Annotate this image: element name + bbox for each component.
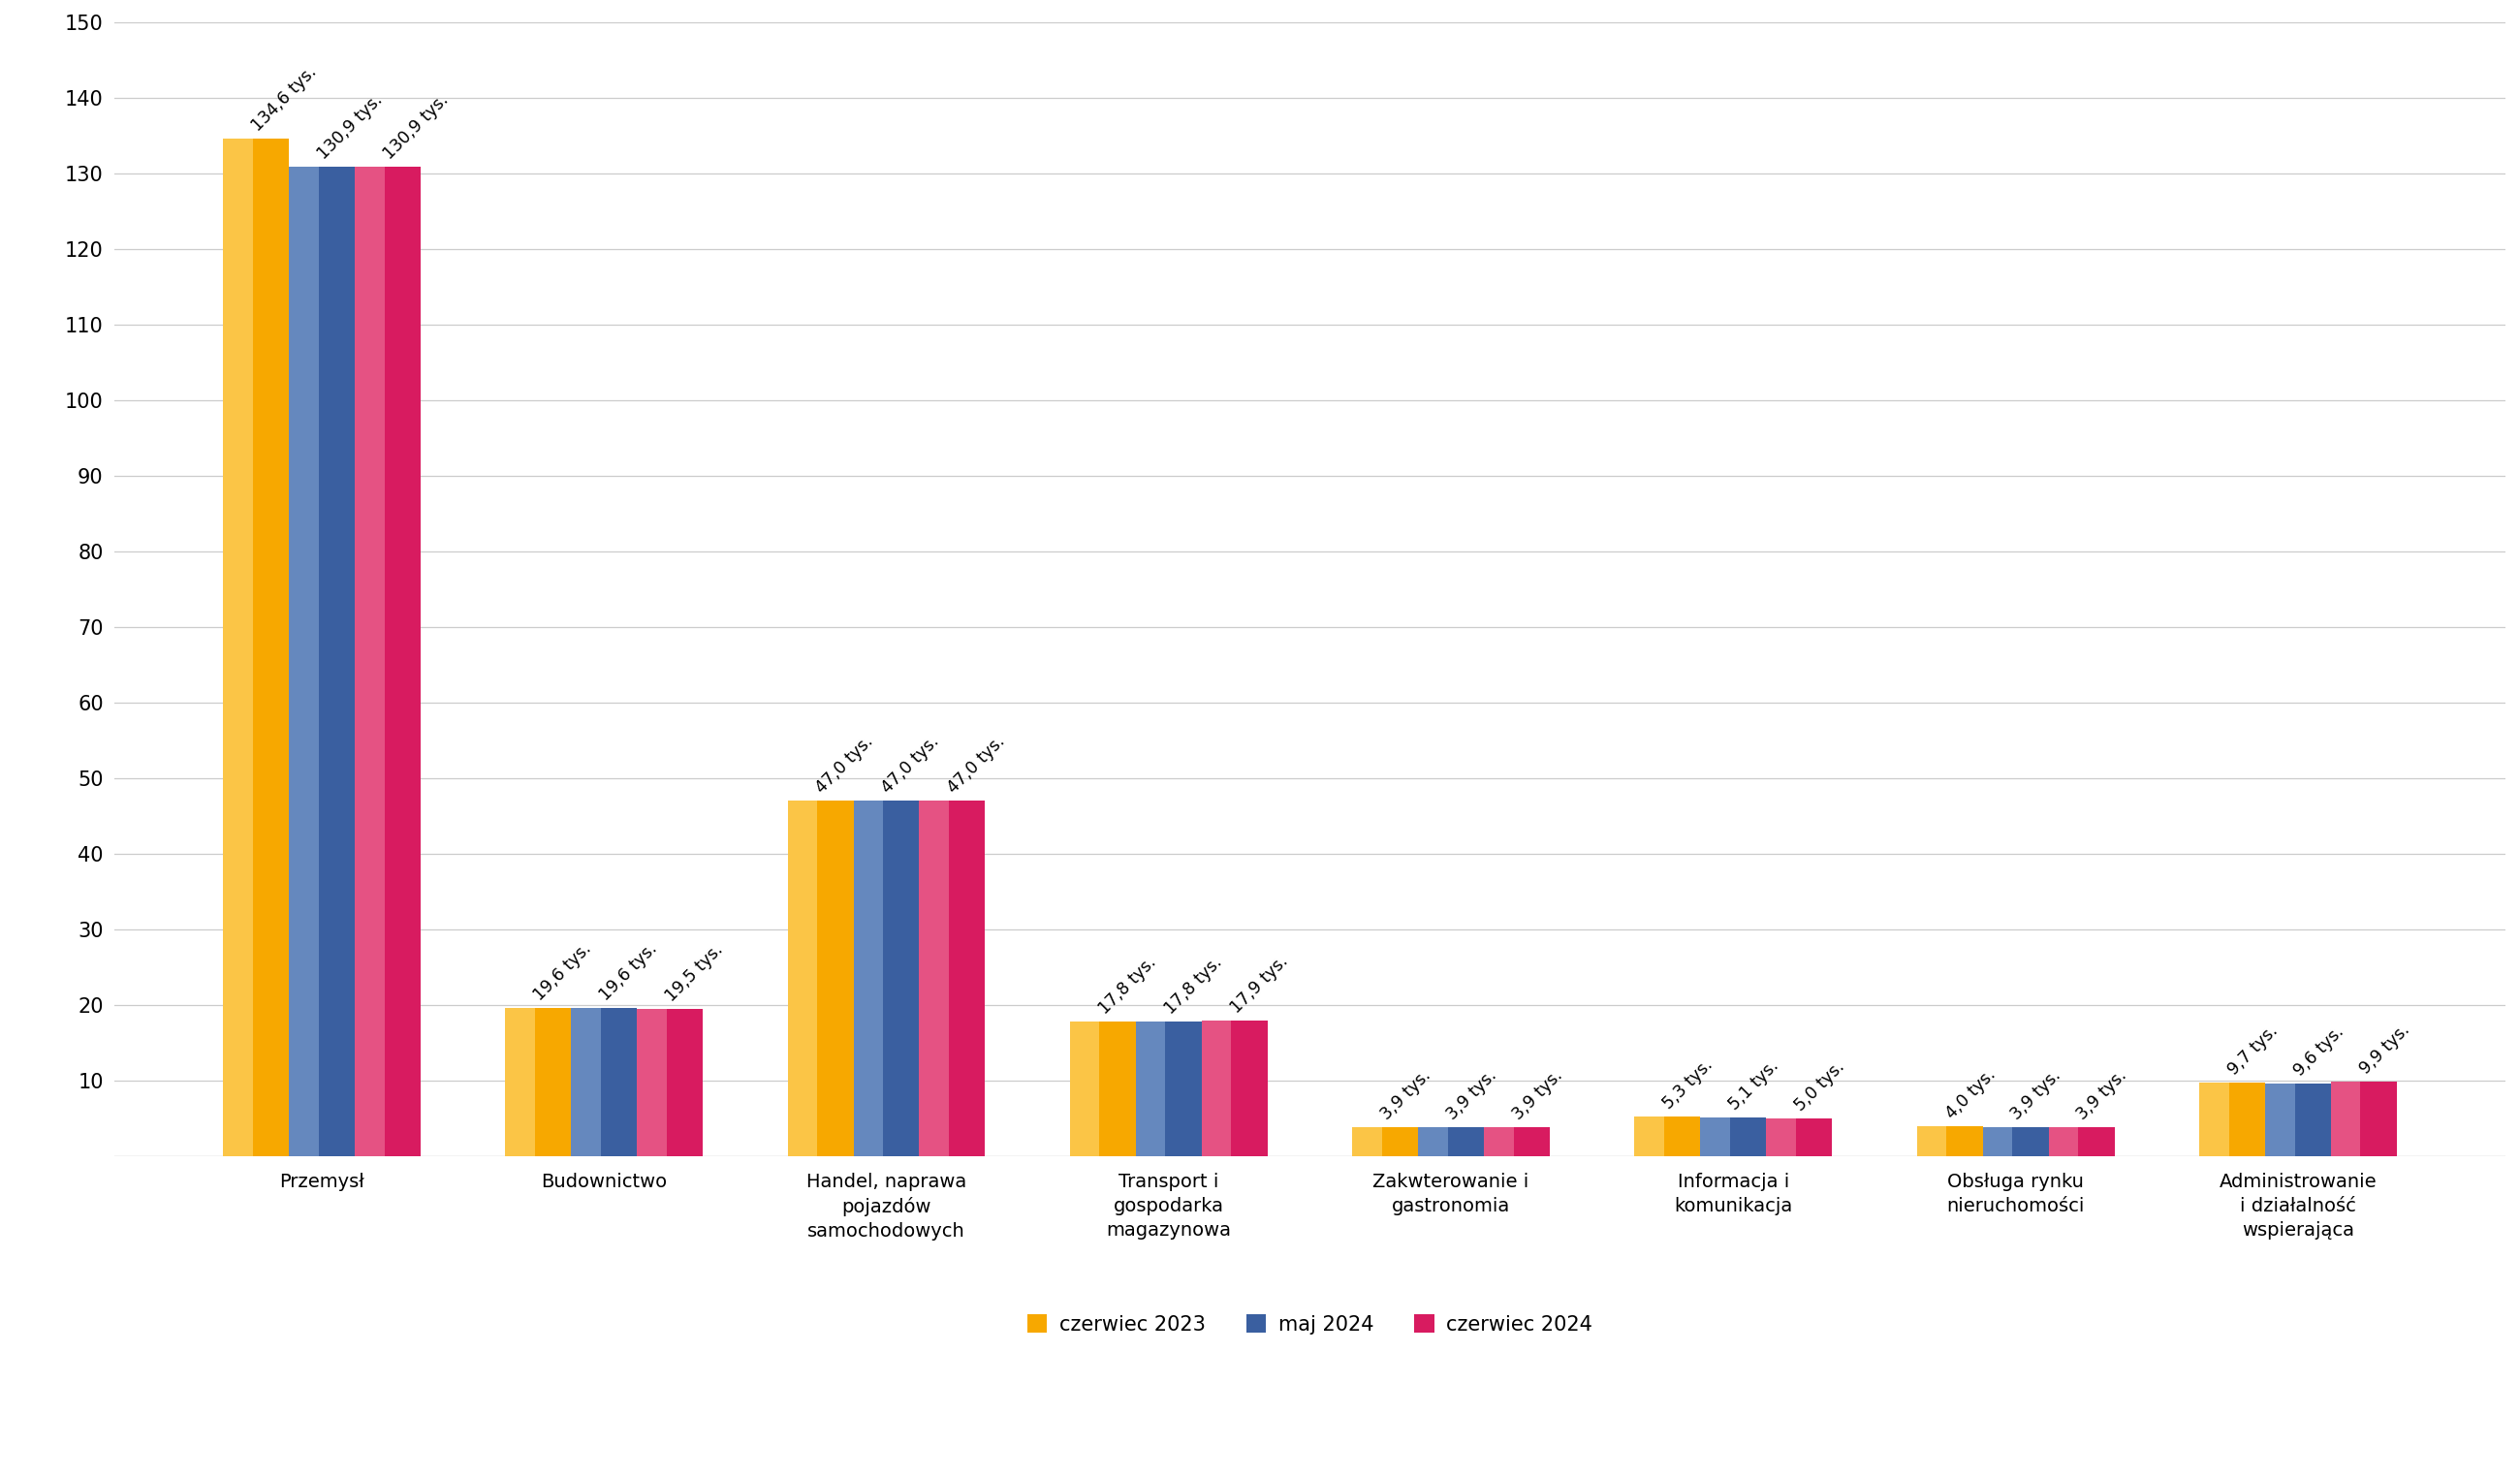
- Bar: [1071, 1021, 1137, 1156]
- Text: 130,9 tys.: 130,9 tys.: [381, 92, 451, 163]
- Bar: [1419, 1126, 1446, 1156]
- Bar: [789, 801, 854, 1156]
- Bar: [504, 1008, 572, 1156]
- Text: 17,9 tys.: 17,9 tys.: [1227, 953, 1290, 1017]
- Bar: [1137, 1021, 1202, 1156]
- Bar: [920, 801, 985, 1156]
- Bar: [1484, 1126, 1550, 1156]
- Bar: [2331, 1082, 2361, 1156]
- Bar: [1635, 1116, 1663, 1156]
- Text: 3,9 tys.: 3,9 tys.: [2008, 1066, 2064, 1123]
- Bar: [1767, 1119, 1832, 1156]
- Text: 47,0 tys.: 47,0 tys.: [879, 733, 942, 797]
- Text: 3,9 tys.: 3,9 tys.: [1444, 1066, 1499, 1123]
- Bar: [2200, 1083, 2228, 1156]
- Text: 47,0 tys.: 47,0 tys.: [945, 733, 1008, 797]
- Bar: [1918, 1126, 1945, 1156]
- Text: 134,6 tys.: 134,6 tys.: [249, 64, 320, 134]
- Bar: [222, 139, 290, 1156]
- Bar: [1701, 1117, 1767, 1156]
- Bar: [2200, 1083, 2265, 1156]
- Bar: [1353, 1126, 1381, 1156]
- Bar: [572, 1008, 638, 1156]
- Bar: [1701, 1117, 1731, 1156]
- Text: 130,9 tys.: 130,9 tys.: [315, 92, 386, 163]
- Bar: [290, 167, 355, 1156]
- Text: 47,0 tys.: 47,0 tys.: [814, 733, 877, 797]
- Text: 19,5 tys.: 19,5 tys.: [663, 940, 726, 1005]
- Bar: [1484, 1126, 1515, 1156]
- Bar: [2265, 1083, 2331, 1156]
- Bar: [504, 1008, 534, 1156]
- Bar: [1202, 1021, 1268, 1156]
- Bar: [638, 1009, 668, 1156]
- Bar: [290, 167, 318, 1156]
- Text: 5,3 tys.: 5,3 tys.: [1661, 1055, 1716, 1113]
- Text: 5,1 tys.: 5,1 tys.: [1726, 1057, 1782, 1114]
- Text: 9,9 tys.: 9,9 tys.: [2356, 1021, 2414, 1077]
- Bar: [1137, 1021, 1164, 1156]
- Bar: [854, 801, 882, 1156]
- Bar: [920, 801, 950, 1156]
- Text: 19,6 tys.: 19,6 tys.: [597, 940, 660, 1004]
- Bar: [638, 1009, 703, 1156]
- Bar: [2265, 1083, 2296, 1156]
- Bar: [2049, 1126, 2114, 1156]
- Bar: [854, 801, 920, 1156]
- Bar: [222, 139, 252, 1156]
- Bar: [1635, 1116, 1701, 1156]
- Text: 4,0 tys.: 4,0 tys.: [1943, 1066, 1998, 1122]
- Text: 3,9 tys.: 3,9 tys.: [1378, 1066, 1434, 1123]
- Text: 5,0 tys.: 5,0 tys.: [1792, 1058, 1847, 1114]
- Text: 3,9 tys.: 3,9 tys.: [1509, 1066, 1565, 1123]
- Legend: czerwiec 2023, maj 2024, czerwiec 2024: czerwiec 2023, maj 2024, czerwiec 2024: [1018, 1305, 1603, 1345]
- Text: 9,7 tys.: 9,7 tys.: [2225, 1023, 2281, 1079]
- Bar: [1983, 1126, 2049, 1156]
- Bar: [572, 1008, 600, 1156]
- Bar: [355, 167, 421, 1156]
- Text: 3,9 tys.: 3,9 tys.: [2074, 1066, 2129, 1123]
- Text: 17,8 tys.: 17,8 tys.: [1096, 953, 1159, 1018]
- Bar: [1202, 1021, 1232, 1156]
- Bar: [789, 801, 816, 1156]
- Text: 17,8 tys.: 17,8 tys.: [1162, 953, 1225, 1018]
- Bar: [1983, 1126, 2013, 1156]
- Text: 9,6 tys.: 9,6 tys.: [2291, 1023, 2346, 1080]
- Bar: [2049, 1126, 2079, 1156]
- Bar: [1419, 1126, 1484, 1156]
- Text: 19,6 tys.: 19,6 tys.: [532, 940, 595, 1004]
- Bar: [1918, 1126, 1983, 1156]
- Bar: [1767, 1119, 1797, 1156]
- Bar: [1353, 1126, 1419, 1156]
- Bar: [355, 167, 386, 1156]
- Bar: [1071, 1021, 1099, 1156]
- Bar: [2331, 1082, 2397, 1156]
